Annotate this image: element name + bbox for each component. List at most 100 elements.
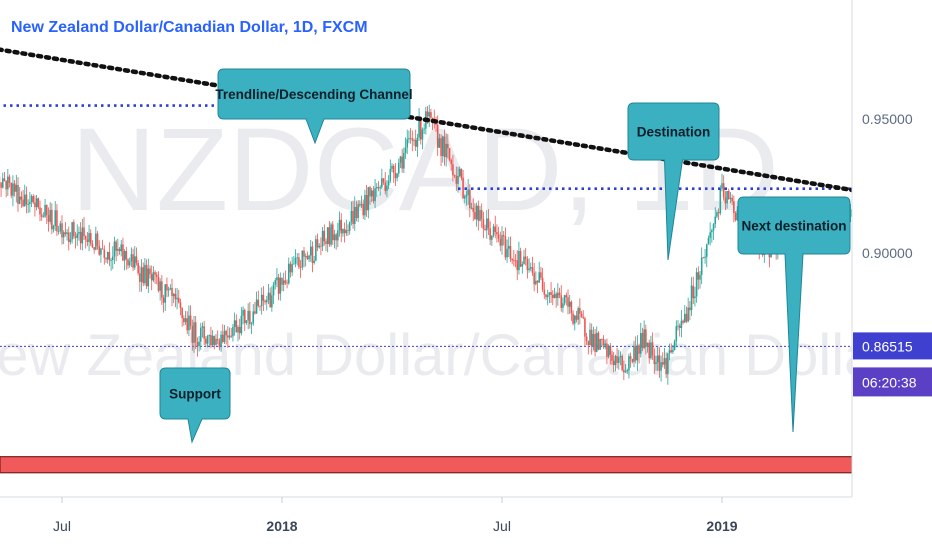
candle-body	[436, 124, 439, 148]
candle-body	[267, 292, 270, 301]
candle-body	[39, 207, 41, 215]
candle-body	[589, 329, 591, 346]
candle-body	[736, 210, 739, 221]
candle-body	[22, 199, 24, 207]
candle-body	[399, 156, 402, 163]
candle-body	[594, 333, 596, 352]
candle-body	[704, 256, 706, 258]
candle-body	[20, 196, 23, 200]
candle-body	[243, 309, 246, 323]
candle-body	[325, 241, 327, 244]
candle-body	[719, 188, 722, 214]
candle-body	[296, 257, 299, 259]
candle-body	[213, 335, 216, 345]
candle-body	[529, 267, 532, 269]
candle-body	[658, 355, 661, 371]
candle-body	[287, 263, 290, 284]
candle-body	[135, 256, 138, 263]
candle-body	[514, 260, 517, 262]
candle-body	[645, 329, 647, 347]
candle-body	[304, 255, 307, 257]
candle-body	[177, 297, 180, 303]
candle-body	[340, 219, 343, 234]
candle-body	[602, 339, 605, 346]
candle-body	[249, 310, 251, 325]
candle-body	[524, 256, 527, 260]
countdown-badge	[853, 367, 932, 397]
candle-body	[298, 257, 300, 268]
candle-body	[699, 274, 701, 280]
candle-body	[44, 204, 46, 217]
candle-body	[375, 187, 378, 189]
candle-body	[227, 335, 229, 338]
candle-body	[387, 180, 390, 186]
candle-body	[499, 238, 502, 246]
candle-body	[171, 287, 173, 297]
candle-body	[142, 267, 145, 284]
time-axis[interactable]: Jul2018Jul2019Jul2020Jul2021	[53, 497, 932, 534]
candle-body	[313, 260, 315, 264]
candle-body	[323, 230, 326, 242]
candle-body	[184, 318, 187, 323]
candle-body	[216, 338, 219, 341]
candle-body	[271, 295, 273, 308]
candle-body	[23, 194, 26, 207]
candle-body	[93, 247, 95, 250]
candle-body	[89, 233, 92, 244]
candle-body	[262, 294, 265, 301]
candle-body	[37, 198, 40, 208]
candle-body	[0, 182, 2, 188]
candle-body	[111, 256, 114, 261]
candle-body	[74, 236, 77, 238]
candle-body	[502, 235, 505, 237]
candle-body	[286, 282, 288, 284]
candle-body	[690, 285, 693, 311]
candle-body	[682, 320, 684, 323]
candle-body	[619, 355, 622, 358]
candle-body	[472, 207, 475, 212]
candle-body	[303, 250, 305, 257]
candle-body	[617, 357, 620, 363]
price-axis[interactable]: 0.95000 0.90000 0.86515 06:20:38	[853, 111, 932, 397]
candle-body	[139, 273, 141, 282]
candle-body	[47, 215, 50, 222]
support-layer	[0, 456, 853, 474]
candle-body	[560, 295, 563, 308]
candle-body	[145, 264, 148, 287]
candle-body	[250, 323, 253, 325]
candle-body	[697, 272, 700, 280]
candle-body	[193, 322, 195, 343]
candle-body	[421, 129, 424, 140]
candle-body	[541, 277, 544, 290]
candle-body	[579, 308, 581, 314]
candle-body	[320, 245, 322, 247]
candle-body	[27, 204, 29, 205]
candle-body	[628, 356, 630, 371]
candle-body	[25, 194, 28, 205]
candle-body	[523, 256, 525, 265]
candle-body	[463, 196, 466, 199]
candle-body	[616, 355, 618, 363]
candle-body	[232, 326, 234, 337]
candle-body	[311, 246, 314, 264]
candle-body	[438, 138, 441, 148]
candle-body	[440, 138, 442, 157]
candle-body	[370, 190, 373, 197]
candle-body	[237, 326, 239, 333]
candle-body	[330, 224, 332, 245]
candle-body	[389, 168, 392, 181]
candle-body	[315, 239, 317, 261]
candle-body	[507, 245, 510, 249]
candle-body	[409, 138, 412, 139]
candle-body	[122, 244, 124, 261]
candle-body	[95, 233, 97, 250]
candle-body	[228, 335, 231, 338]
candle-body	[208, 335, 211, 337]
candle-body	[475, 205, 478, 220]
candle-body	[218, 340, 221, 347]
candle-body	[570, 301, 573, 314]
candle-body	[357, 204, 359, 218]
candle-body	[677, 325, 679, 327]
candle-body	[572, 313, 574, 324]
